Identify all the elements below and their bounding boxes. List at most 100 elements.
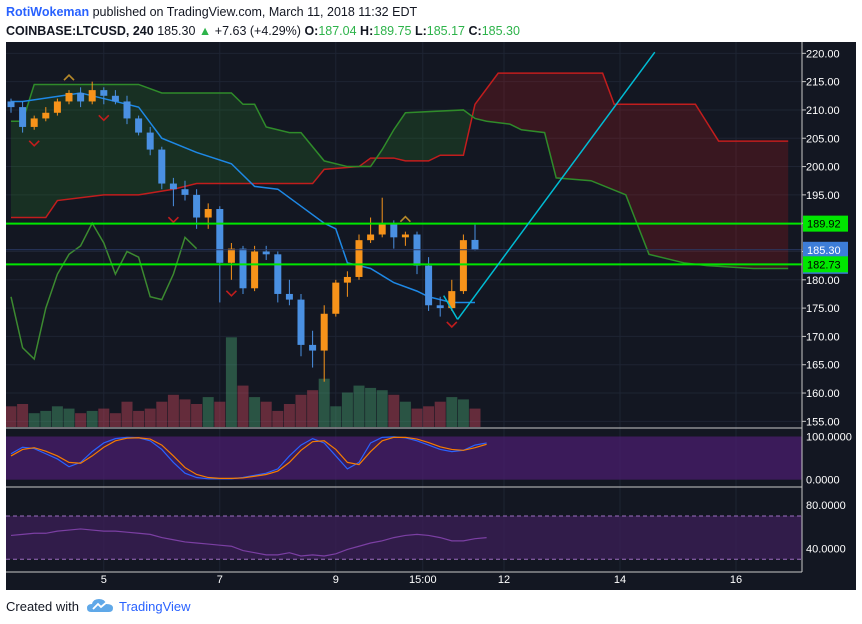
candle-body xyxy=(53,101,61,113)
x-tick-label: 14 xyxy=(614,574,626,586)
y-tick-label: 155.00 xyxy=(806,416,840,428)
lagging-line xyxy=(10,221,198,361)
signal-up-icon xyxy=(63,73,75,81)
volume-bar xyxy=(341,392,353,427)
open-label: O: xyxy=(304,24,319,38)
price-label-box xyxy=(803,256,848,273)
candle-body xyxy=(390,223,398,238)
volume-bar xyxy=(446,397,458,427)
y-tick-label: 180.00 xyxy=(806,275,840,287)
ichimoku-cloud xyxy=(364,158,377,167)
change-arrow-icon: ▲ xyxy=(198,24,212,38)
volume-bar xyxy=(6,406,17,427)
ichimoku-cloud xyxy=(11,84,365,218)
volume-bar xyxy=(411,408,423,427)
volume-bar xyxy=(98,408,110,427)
close-label: C: xyxy=(468,24,482,38)
volume-bar xyxy=(295,394,307,427)
volume-bar xyxy=(167,394,179,427)
footer: Created with TradingView xyxy=(6,598,191,614)
high-label: H: xyxy=(360,24,374,38)
candle-body xyxy=(65,92,73,102)
y-tick-label: 0.0000 xyxy=(806,475,840,487)
trendline[interactable] xyxy=(456,51,656,320)
candle-body xyxy=(158,149,166,184)
author-link[interactable]: RotiWokeman xyxy=(6,5,90,19)
published-text: published on TradingView.com, March 11, … xyxy=(92,5,418,19)
x-tick-label: 7 xyxy=(217,574,223,586)
signal-down-icon xyxy=(167,216,179,224)
candle-body xyxy=(459,240,467,292)
volume-bar xyxy=(75,413,87,427)
price-label: 182.73 xyxy=(807,259,841,271)
time-axis[interactable]: 5 7 9 15:00 12 14 16 xyxy=(6,571,802,586)
change-value: +7.63 (+4.29%) xyxy=(214,24,301,38)
candle-body xyxy=(77,92,85,102)
symbol-line: COINBASE:LTCUSD, 240 185.30 ▲ +7.63 (+4.… xyxy=(6,22,856,41)
candle-body xyxy=(7,101,15,108)
volume-bar xyxy=(318,378,330,427)
y-tick-label: 40.0000 xyxy=(806,543,846,555)
stochastic-band xyxy=(6,436,802,480)
created-with-label: Created with xyxy=(6,598,79,614)
signal-down-icon xyxy=(446,321,458,329)
y-tick-label: 200.00 xyxy=(806,162,840,174)
price-axis-bg xyxy=(802,42,856,590)
volume-bar xyxy=(63,408,75,427)
last-price: 185.30 xyxy=(157,24,196,38)
candle-body xyxy=(251,251,259,289)
signal-up-icon xyxy=(399,215,411,223)
candle-body xyxy=(123,101,131,119)
candle-body xyxy=(355,240,363,277)
y-tick-label: 165.00 xyxy=(806,360,840,372)
candle-body xyxy=(19,107,27,127)
volume-bar xyxy=(423,406,435,427)
y-tick-label: 170.00 xyxy=(806,331,840,343)
volume-bar xyxy=(40,410,52,427)
candle-body xyxy=(262,251,270,255)
y-tick-label: 100.0000 xyxy=(806,431,852,443)
x-tick-label: 16 xyxy=(730,574,742,586)
x-tick-label: 9 xyxy=(333,574,339,586)
symbol-label: COINBASE:LTCUSD, 240 xyxy=(6,24,154,38)
candle-body xyxy=(436,305,444,309)
y-tick-label: 80.0000 xyxy=(806,500,846,512)
volume-bar xyxy=(307,390,319,427)
candle-body xyxy=(297,299,305,345)
chart-header: RotiWokeman published on TradingView.com… xyxy=(6,3,856,41)
volume-bar xyxy=(86,410,98,427)
price-label: 185.30 xyxy=(807,245,841,257)
candle-body xyxy=(425,265,433,306)
price-label: 189.92 xyxy=(807,219,841,231)
rsi-pane[interactable] xyxy=(6,515,802,560)
tradingview-link[interactable]: TradingView xyxy=(118,598,191,614)
x-tick-label: 5 xyxy=(101,574,107,586)
close-value: 185.30 xyxy=(481,24,520,38)
price-axis[interactable]: 220.00215.00210.00205.00200.00195.00190.… xyxy=(6,42,856,590)
low-value: 185.17 xyxy=(426,24,466,38)
rsi-band xyxy=(6,516,802,560)
volume-bar xyxy=(434,401,446,427)
volume-bar xyxy=(191,404,203,427)
low-label: L: xyxy=(414,24,427,38)
candle-body xyxy=(239,248,247,289)
ichimoku-green-line xyxy=(11,83,789,270)
candle-body xyxy=(227,248,235,263)
candle-body xyxy=(309,344,317,351)
volume-bar xyxy=(214,401,226,427)
trendline-segment[interactable] xyxy=(443,295,459,320)
y-tick-label: 160.00 xyxy=(806,388,840,400)
y-tick-label: 205.00 xyxy=(806,133,840,145)
volume-bar xyxy=(469,408,481,427)
open-value: 187.04 xyxy=(318,24,357,38)
candle-body xyxy=(285,293,293,300)
y-tick-label: 215.00 xyxy=(806,77,840,89)
price-pane[interactable] xyxy=(6,42,802,572)
stochastic-pane[interactable] xyxy=(6,436,802,480)
chart-area[interactable]: 220.00215.00210.00205.00200.00195.00190.… xyxy=(6,42,856,590)
stoch-k-line xyxy=(10,436,487,480)
candle-body xyxy=(111,95,119,102)
volume-bar xyxy=(109,413,121,427)
signal-down-icon xyxy=(225,290,237,297)
publish-line: RotiWokeman published on TradingView.com… xyxy=(6,3,856,22)
